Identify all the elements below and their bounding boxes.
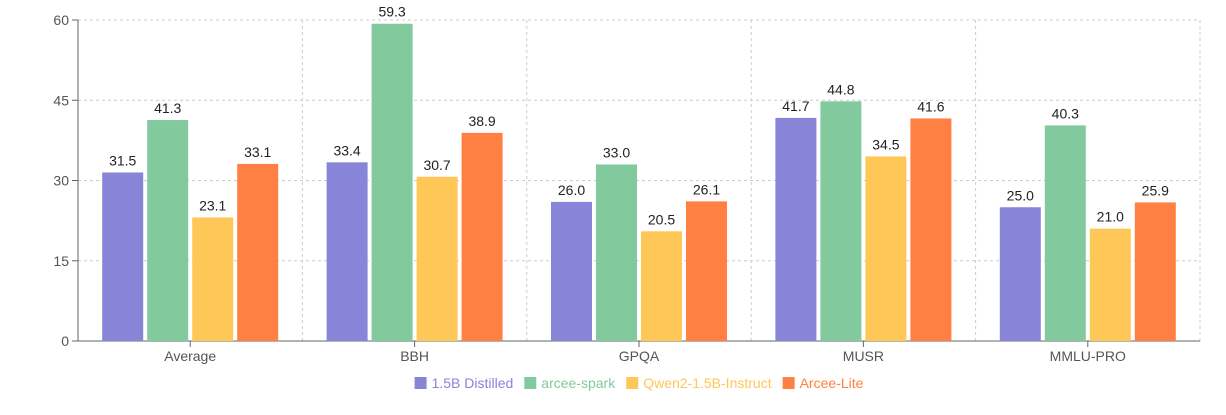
bar-arcee-lite-average: [237, 163, 279, 341]
bar-qwen2-1-5b-instruct-mmlu-pro: [1089, 228, 1131, 341]
y-tick-label: 15: [53, 253, 69, 269]
bar-arcee-lite-bbh: [461, 132, 503, 341]
legend-swatch: [626, 377, 639, 389]
y-tick-label: 60: [53, 12, 69, 28]
data-label: 33.4: [333, 142, 360, 158]
data-label: 33.1: [244, 144, 271, 160]
data-label: 40.3: [1052, 105, 1079, 121]
bar-1-5b-distilled-average: [102, 172, 144, 341]
data-label: 44.8: [827, 81, 854, 97]
bar-arcee-spark-bbh: [371, 23, 413, 342]
data-label: 41.6: [917, 98, 944, 114]
x-tick-label: MUSR: [843, 348, 884, 364]
data-label: 38.9: [468, 113, 495, 129]
data-label: 25.0: [1007, 187, 1034, 203]
legend-swatch: [524, 377, 537, 389]
bar-1-5b-distilled-bbh: [326, 162, 368, 341]
data-labels: 31.5 33.4 26.0 41.7 25.0 41.3 59.3 33.0 44.8 40.3…: [109, 4, 1169, 228]
y-tick-label: 45: [53, 92, 69, 108]
x-tick-label: GPQA: [619, 348, 660, 364]
x-tick-label: BBH: [400, 348, 429, 364]
bar-qwen2-1-5b-instruct-average: [192, 217, 234, 341]
data-label: 26.1: [693, 181, 720, 197]
data-label: 31.5: [109, 152, 136, 168]
data-label: 59.3: [378, 4, 405, 20]
data-label: 20.5: [648, 211, 675, 227]
legend-item-arcee-spark[interactable]: arcee-spark: [524, 375, 616, 391]
data-label: 26.0: [558, 182, 585, 198]
data-label: 25.9: [1142, 182, 1169, 198]
data-label: 41.3: [154, 100, 181, 116]
bar-arcee-lite-mmlu-pro: [1134, 202, 1176, 341]
bar-arcee-lite-musr: [910, 118, 952, 341]
bar-1-5b-distilled-gpqa: [551, 201, 592, 341]
x-tick-label: Average: [164, 348, 216, 364]
bar-arcee-spark-mmlu-pro: [1044, 125, 1086, 342]
bar-arcee-spark-musr: [820, 101, 862, 341]
legend-item-arcee-lite[interactable]: Arcee-Lite: [782, 375, 864, 391]
y-tick-label: 0: [61, 333, 69, 349]
legend-label: arcee-spark: [541, 375, 616, 391]
data-label: 21.0: [1097, 209, 1124, 225]
data-label: 34.5: [872, 136, 899, 152]
legend-item-1-5b-distilled[interactable]: 1.5B Distilled: [414, 375, 514, 391]
legend-swatch: [782, 377, 795, 389]
data-label: 33.0: [603, 144, 630, 160]
data-label: 41.7: [782, 98, 809, 114]
data-label: 23.1: [199, 197, 226, 213]
legend-item-qwen2-1-5b-instruct[interactable]: Qwen2-1.5B-Instruct: [626, 375, 772, 391]
bar-qwen2-1-5b-instruct-bbh: [416, 176, 458, 341]
bar-1-5b-distilled-musr: [775, 117, 817, 341]
bar-arcee-lite-gpqa: [686, 201, 727, 341]
y-tick-label: 30: [53, 173, 69, 189]
bars: [102, 23, 1176, 342]
x-tick-label: MMLU-PRO: [1050, 348, 1126, 364]
bar-qwen2-1-5b-instruct-musr: [865, 156, 907, 341]
legend: 1.5B Distilled arcee-spark Qwen2-1.5B-Inst…: [414, 375, 864, 391]
data-label: 30.7: [423, 157, 450, 173]
legend-swatch: [414, 377, 427, 389]
legend-label: Qwen2-1.5B-Instruct: [643, 375, 771, 391]
bar-arcee-spark-gpqa: [596, 164, 637, 341]
legend-label: Arcee-Lite: [800, 375, 864, 391]
bar-qwen2-1-5b-instruct-gpqa: [641, 231, 682, 341]
bar-1-5b-distilled-mmlu-pro: [999, 207, 1041, 341]
legend-label: 1.5B Distilled: [432, 375, 514, 391]
bar-arcee-spark-average: [147, 120, 189, 341]
